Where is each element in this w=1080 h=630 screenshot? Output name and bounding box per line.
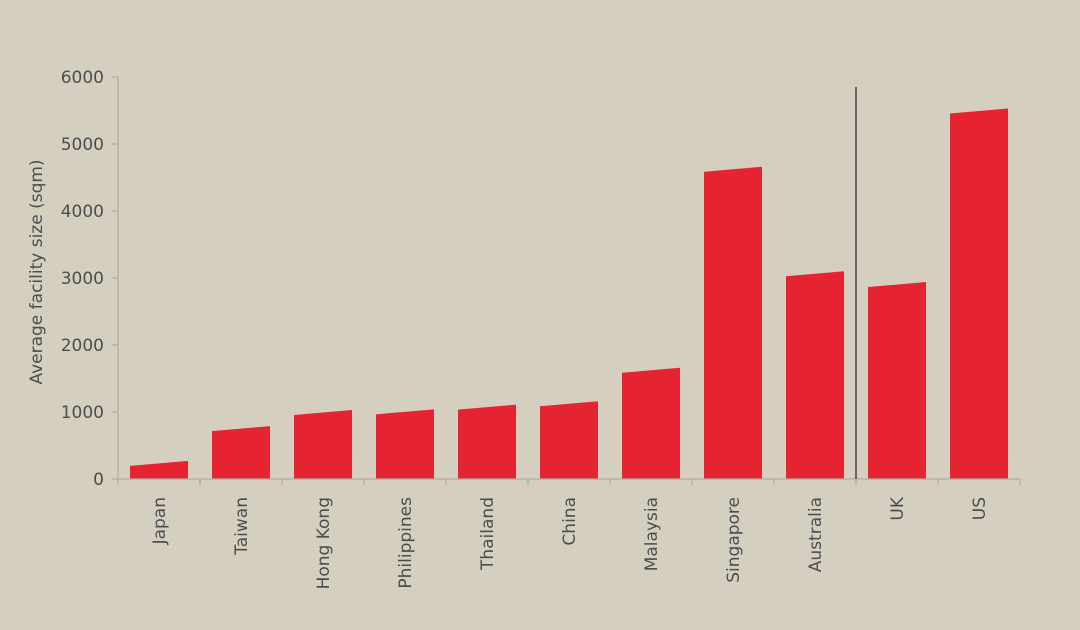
bar-us	[950, 108, 1008, 479]
y-tick-label: 6000	[61, 68, 104, 88]
bar-philippines	[376, 409, 434, 479]
x-tick-label: Hong Kong	[314, 497, 334, 589]
x-axis-labels: Japan Taiwan Hong Kong Philippines Thailand C…	[150, 496, 990, 589]
x-tick-label: Thailand	[478, 497, 498, 571]
bar-malaysia	[622, 367, 680, 479]
y-axis-ticks: 0 1000 2000 3000 4000 5000 6000	[61, 68, 118, 490]
bar-china	[540, 401, 598, 479]
axes-group	[117, 77, 1021, 485]
y-axis-title: Average facility size (sqm)	[27, 159, 47, 384]
x-tick-label: China	[560, 497, 580, 546]
bar-singapore	[704, 166, 762, 480]
y-tick-label: 1000	[61, 403, 104, 423]
x-tick-label: Taiwan	[232, 497, 252, 556]
y-tick-label: 2000	[61, 336, 104, 356]
bar-taiwan	[212, 426, 270, 479]
bars-group	[130, 108, 1008, 480]
y-tick-label: 3000	[61, 269, 104, 289]
x-tick-label: Philippines	[396, 497, 416, 589]
y-tick-label: 4000	[61, 202, 104, 222]
bar-uk	[868, 282, 926, 479]
bar-hong-kong	[294, 410, 352, 479]
x-tick-label: Japan	[150, 497, 170, 545]
x-tick-label: US	[970, 497, 990, 520]
x-tick-label: Singapore	[724, 497, 744, 583]
y-tick-label: 0	[93, 470, 104, 490]
bar-japan	[130, 460, 188, 479]
x-tick-label: Malaysia	[642, 497, 662, 571]
bar-thailand	[458, 404, 516, 479]
bar-australia	[786, 271, 844, 479]
x-tick-label: Australia	[806, 497, 826, 572]
x-tick-label: UK	[888, 496, 908, 520]
y-tick-label: 5000	[61, 135, 104, 155]
